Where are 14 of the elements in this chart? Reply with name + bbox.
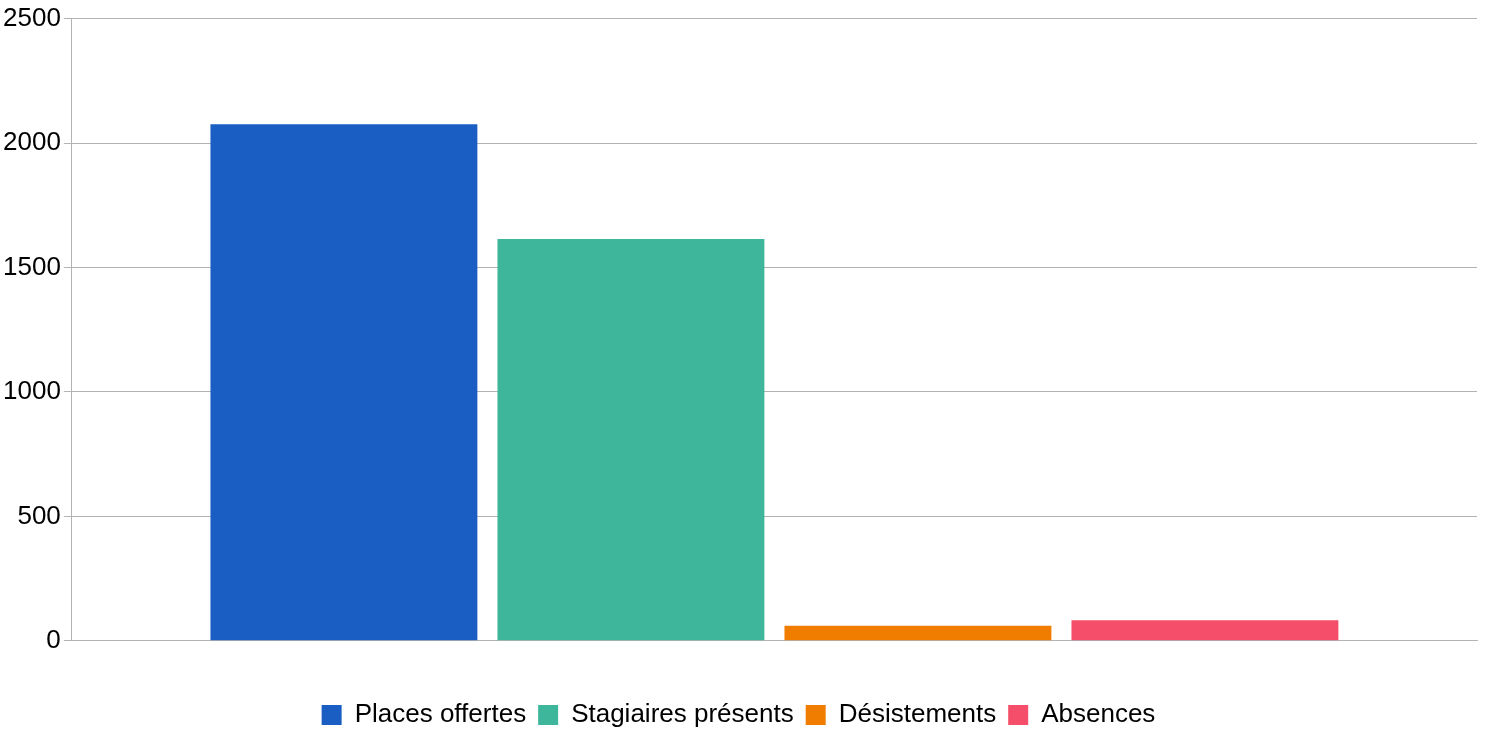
y-tick-label: 2000 — [3, 126, 61, 157]
bar — [210, 124, 478, 641]
y-tick-label: 2500 — [3, 1, 61, 32]
bar — [784, 625, 1052, 641]
legend-label: Désistements — [838, 698, 997, 729]
legend-label: Stagiaires présents — [571, 698, 794, 729]
y-tick-label: 0 — [46, 623, 61, 654]
legend-label: Absences — [1041, 698, 1156, 729]
y-tick-label: 500 — [17, 499, 61, 530]
y-tick-label: 1500 — [3, 250, 61, 281]
legend-label: Places offertes — [354, 698, 527, 729]
y-tick-label: 1000 — [3, 375, 61, 406]
bar — [1071, 620, 1339, 641]
bar — [497, 239, 765, 641]
